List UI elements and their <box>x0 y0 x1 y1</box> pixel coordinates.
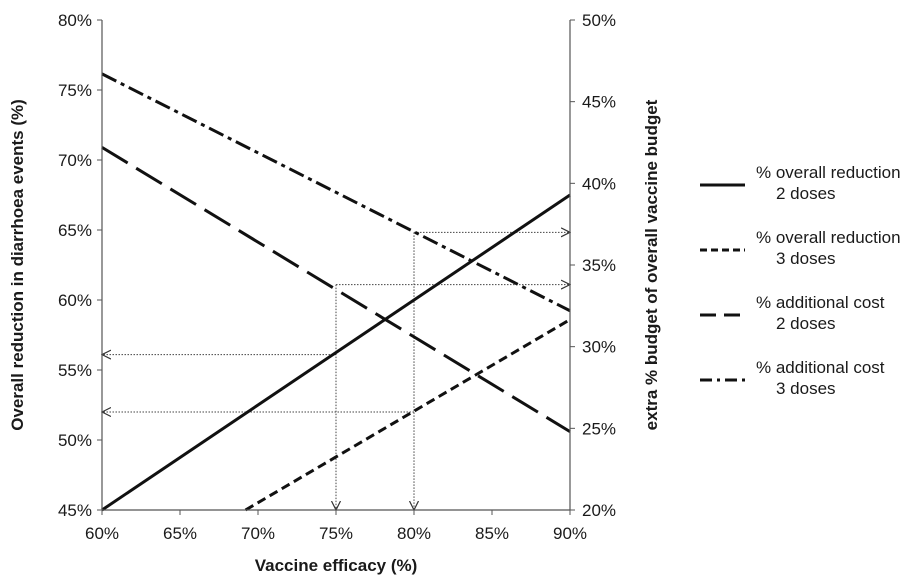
y-right-tick-label: 30% <box>582 338 616 357</box>
x-tick-label: 65% <box>163 524 197 543</box>
series-layer <box>101 72 571 512</box>
legend-label-line2: 3 doses <box>776 249 836 268</box>
y-right-tick-label: 40% <box>582 174 616 193</box>
y-left-tick-label: 80% <box>58 11 92 30</box>
y-left-tick-label: 75% <box>58 81 92 100</box>
legend-label-line2: 3 doses <box>776 379 836 398</box>
x-tick-label: 70% <box>241 524 275 543</box>
x-tick-label: 85% <box>475 524 509 543</box>
series-line-3 <box>101 146 571 433</box>
legend-label-line2: 2 doses <box>776 184 836 203</box>
y-right-tick-label: 20% <box>582 501 616 520</box>
x-tick-label: 75% <box>319 524 353 543</box>
y-right-tick-label: 45% <box>582 93 616 112</box>
y-left-tick-label: 60% <box>58 291 92 310</box>
x-ticks: 60% 65% 70% 75% 80% 85% 90% <box>85 510 587 543</box>
y-left-tick-label: 45% <box>58 501 92 520</box>
legend-label-line1: % additional cost <box>756 293 885 312</box>
series-line-1 <box>101 193 571 512</box>
series-line-4 <box>101 72 571 313</box>
y-left-tick-label: 55% <box>58 361 92 380</box>
y-right-axis-title: extra % budget of overall vaccine budget <box>642 99 661 430</box>
legend-label-line2: 2 doses <box>776 314 836 333</box>
x-tick-label: 60% <box>85 524 119 543</box>
legend: % overall reduction 2 doses % overall redu… <box>700 163 901 398</box>
series-line-2 <box>244 318 571 512</box>
y-right-ticks: 20% 25% 30% 35% 40% 45% 50% <box>570 11 616 520</box>
y-right-tick-label: 50% <box>582 11 616 30</box>
x-tick-label: 90% <box>553 524 587 543</box>
y-right-tick-label: 35% <box>582 256 616 275</box>
x-tick-label: 80% <box>397 524 431 543</box>
legend-label-line1: % overall reduction <box>756 163 901 182</box>
annotations-layer <box>102 232 570 510</box>
y-left-axis-title: Overall reduction in diarrhoea events (%… <box>8 99 27 431</box>
x-axis-title: Vaccine efficacy (%) <box>255 556 418 575</box>
y-left-tick-label: 70% <box>58 151 92 170</box>
legend-label-line1: % overall reduction <box>756 228 901 247</box>
y-left-ticks: 45% 50% 55% 60% 65% 70% 75% 80% <box>58 11 102 520</box>
y-left-tick-label: 65% <box>58 221 92 240</box>
y-right-tick-label: 25% <box>582 419 616 438</box>
y-left-tick-label: 50% <box>58 431 92 450</box>
legend-label-line1: % additional cost <box>756 358 885 377</box>
